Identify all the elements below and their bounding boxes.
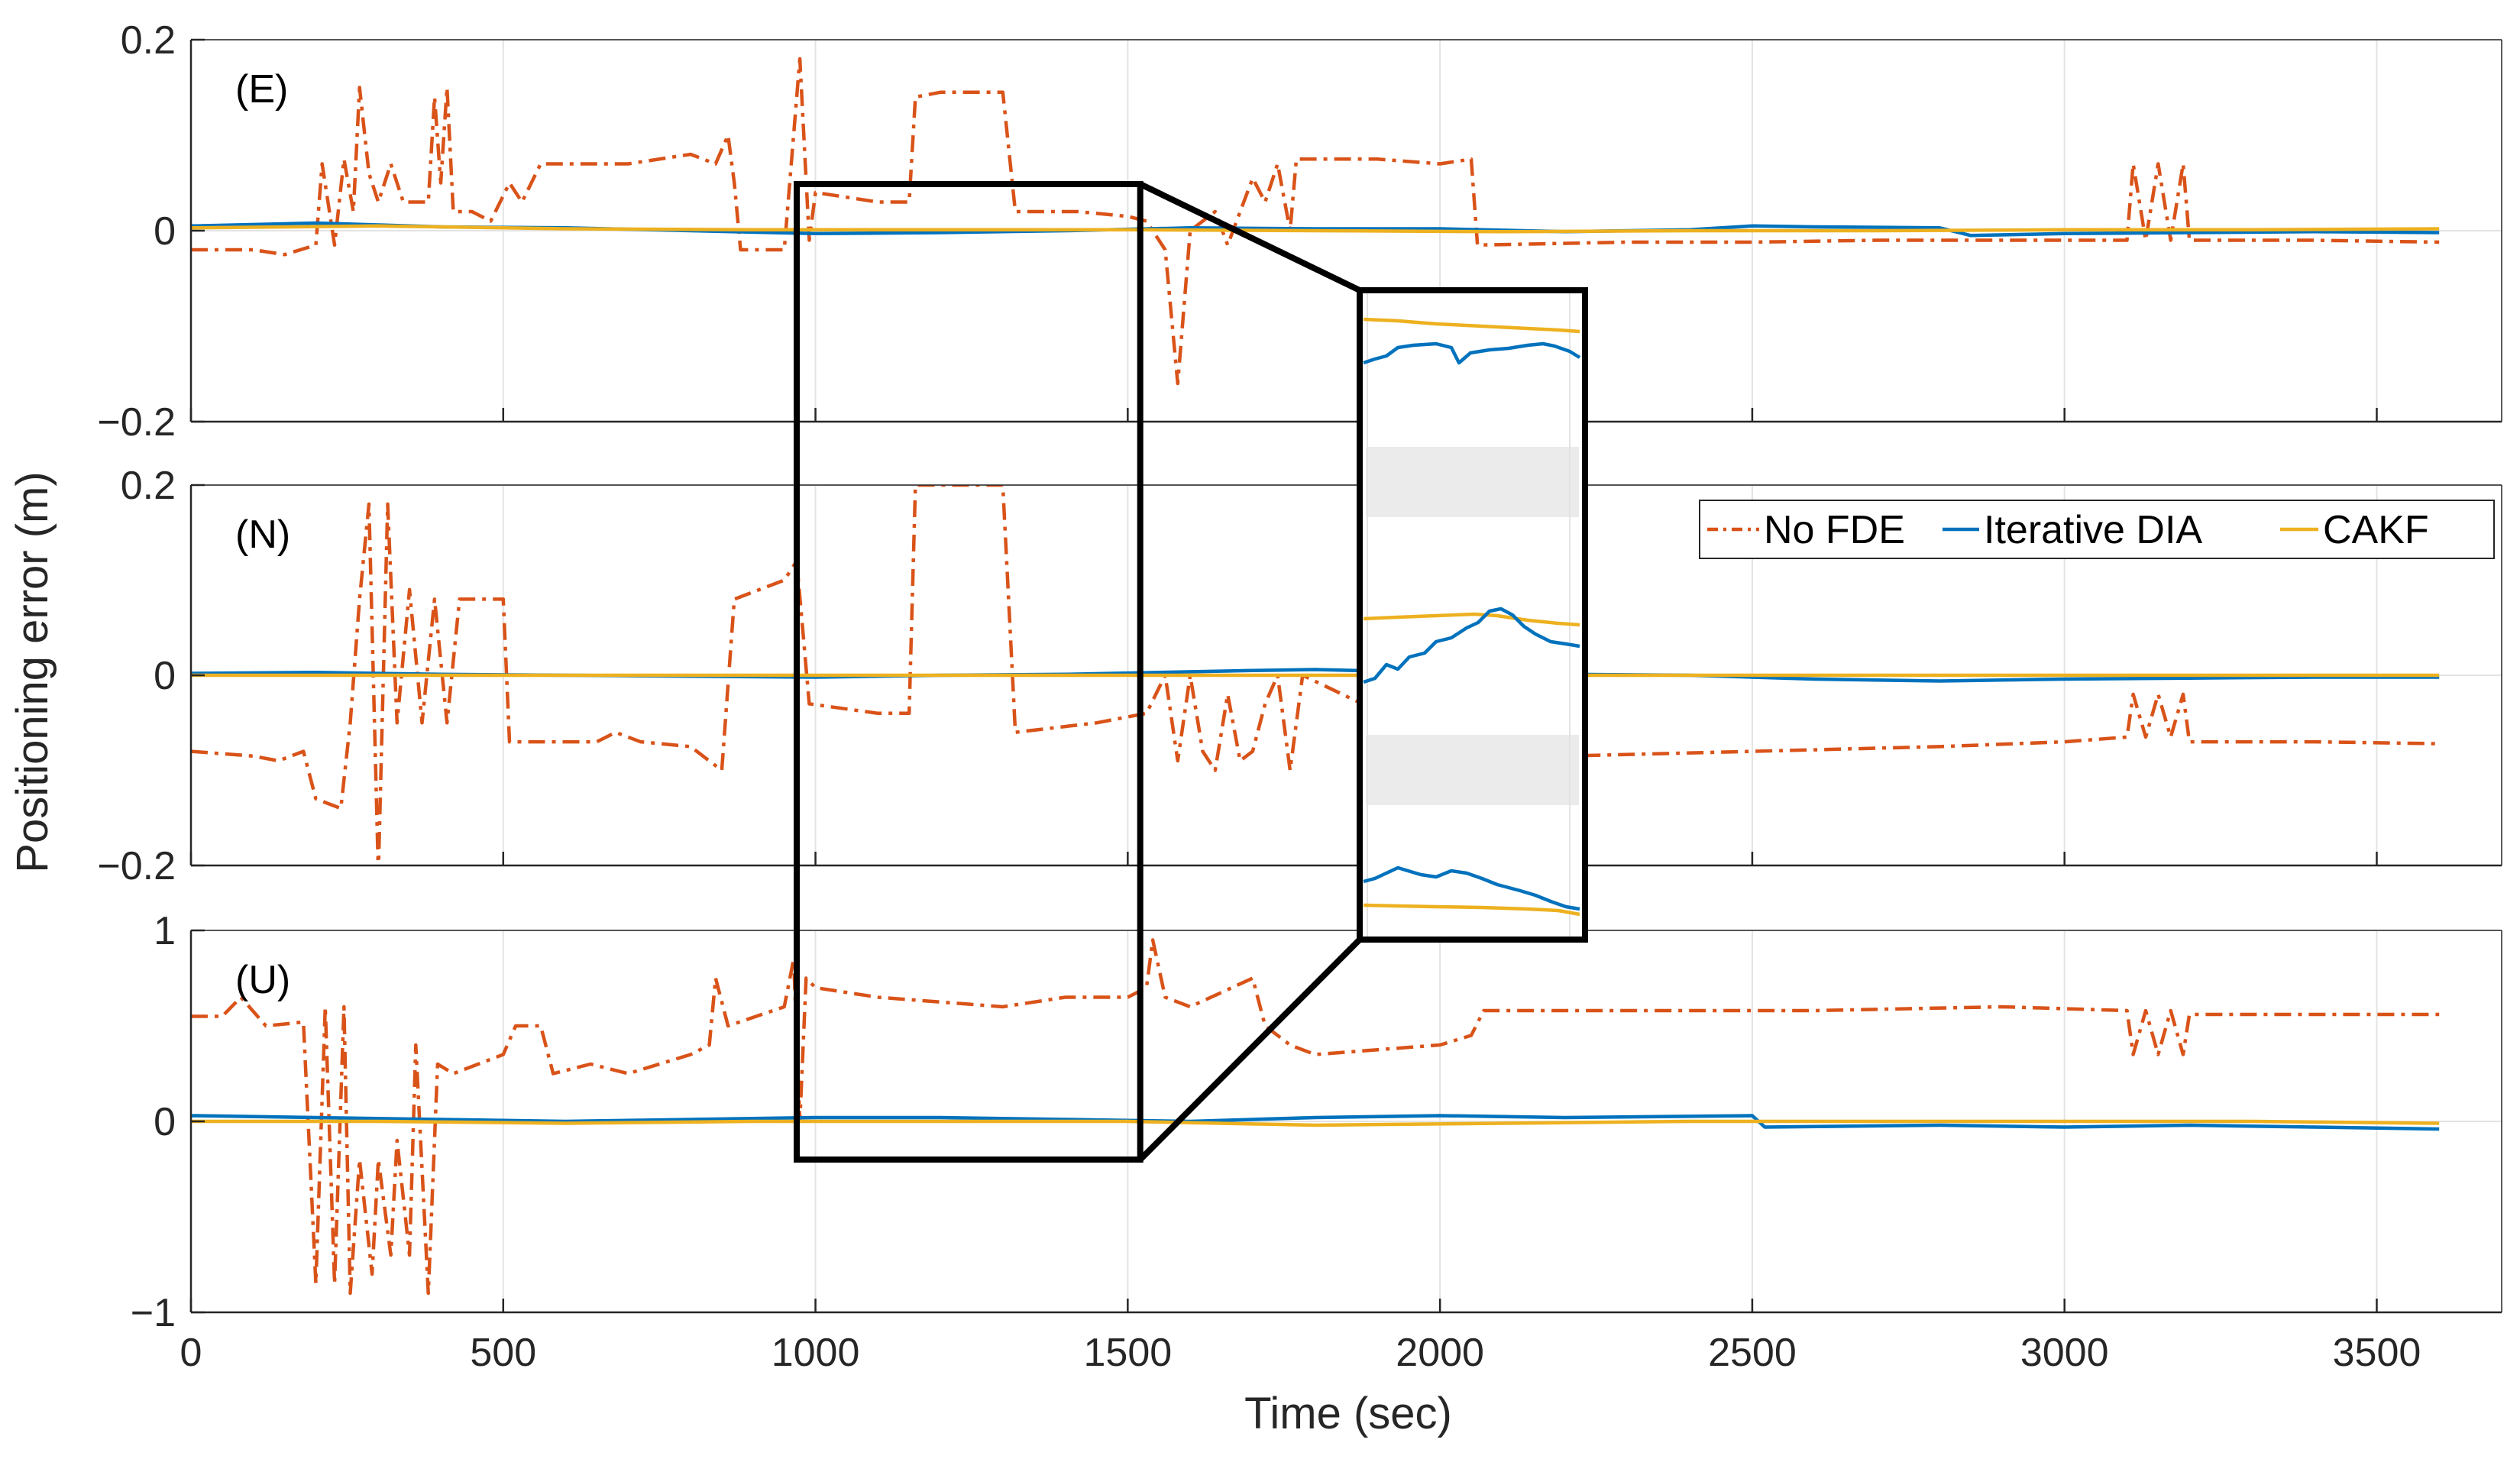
inset-u-dia: [1363, 865, 1580, 911]
zoom-connector-top: [1138, 181, 1361, 293]
x-tick-label: 1500: [1084, 1331, 1173, 1375]
inset-separator: [1366, 447, 1579, 517]
x-tick-label: 3000: [2020, 1331, 2109, 1375]
y-tick-label: −0.2: [97, 844, 176, 888]
x-tick-label: 500: [470, 1331, 536, 1375]
zoom-source-box: [794, 181, 1144, 1163]
panel-U: −1 0 1 (U): [131, 909, 2502, 1335]
series-cakf-U: [191, 1119, 2440, 1127]
series-no-fde-N: [191, 485, 2440, 865]
inset-n-dia: [1363, 607, 1580, 684]
y-tick-label: −1: [131, 1291, 176, 1335]
y-tick-label: 0.2: [121, 464, 176, 508]
series-no-fde-U: [191, 938, 2440, 1296]
series-no-fde-E: [191, 57, 2440, 386]
y-tick-label: 0: [154, 1100, 176, 1144]
x-tick-label: 3500: [2333, 1331, 2421, 1375]
y-tick-label: 1: [154, 909, 176, 953]
legend: No FDE Iterative DIA CAKF: [1699, 500, 2495, 559]
x-axis-label: Time (sec): [1244, 1389, 1452, 1438]
series-iterative-dia-U: [191, 1114, 2440, 1131]
legend-label-iterative-dia: Iterative DIA: [1984, 508, 2202, 552]
x-tick-label: 1000: [772, 1331, 860, 1375]
y-tick-label: 0.2: [121, 18, 176, 63]
x-tick-label: 2500: [1708, 1331, 1797, 1375]
zoom-inset-box: [1357, 287, 1588, 943]
x-tick-label: 2000: [1396, 1331, 1484, 1375]
zoom-overlay: [794, 181, 1588, 1163]
x-tick-label: 0: [180, 1331, 202, 1375]
legend-box: [1699, 500, 2495, 559]
y-tick-label: 0: [154, 209, 176, 254]
legend-label-no-fde: No FDE: [1764, 508, 1905, 552]
inset-u-cakf: [1363, 903, 1580, 917]
y-axis-label: Positioning error (m): [8, 471, 57, 872]
panels: −0.200.2(E)−0.200.2(N)−101(U)0 500 1000 150…: [97, 18, 2502, 1375]
panel-tag-U: (U): [235, 958, 290, 1002]
zoom-connector-bottom: [1137, 937, 1362, 1162]
series-cakf-E: [191, 224, 2440, 234]
y-tick-label: 0: [154, 654, 176, 698]
panel-tag-N: (N): [235, 513, 290, 557]
panel-tag-E: (E): [235, 67, 288, 112]
panel-E: −0.2 0 0.2 (E): [97, 18, 2502, 445]
inset-separator: [1366, 735, 1579, 805]
inset-e-dia: [1363, 341, 1581, 365]
inset-e-cakf: [1363, 317, 1580, 334]
legend-label-cakf: CAKF: [2323, 508, 2429, 552]
y-tick-label: −0.2: [97, 400, 176, 445]
